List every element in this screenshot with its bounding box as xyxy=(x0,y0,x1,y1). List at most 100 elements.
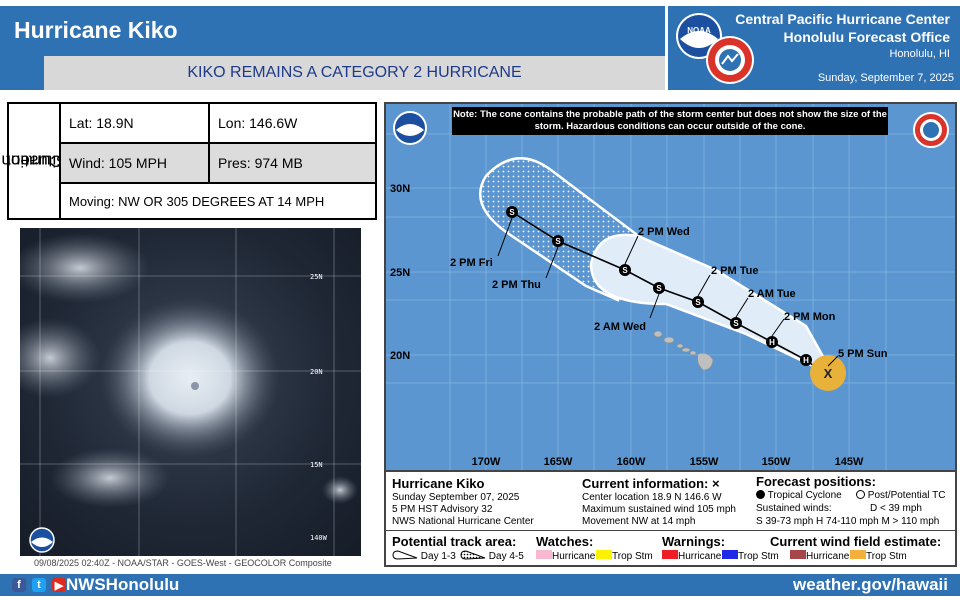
wind-hurricane-swatch xyxy=(790,550,806,559)
lon-label: 155W xyxy=(690,456,719,468)
lat-cell: Lat: 18.9N xyxy=(61,104,210,144)
warning-trop-stm-label: Trop Stm xyxy=(738,551,779,562)
forecast-point xyxy=(506,206,518,218)
lon-cell: Lon: 146.6W xyxy=(210,104,375,144)
forecast-point xyxy=(552,235,564,247)
header-accent xyxy=(0,56,44,90)
day13-cone-icon xyxy=(392,550,418,560)
cloud-band xyxy=(20,318,100,398)
forecast-point-symbol: S xyxy=(622,266,628,275)
headline-text: KIKO REMAINS A CATEGORY 2 HURRICANE xyxy=(187,64,522,81)
twitter-icon[interactable]: t xyxy=(32,578,46,592)
header-band xyxy=(0,6,665,56)
situation-label-line2: Situation xyxy=(0,151,68,171)
forecast-point xyxy=(619,264,631,276)
lon-label: 165W xyxy=(544,456,573,468)
sat-grid-label: 25N xyxy=(310,273,323,281)
watch-trop-stm-label: Trop Stm xyxy=(612,551,653,562)
lat-label: 30N xyxy=(390,183,410,195)
legend-max-wind: Maximum sustained wind 105 mph xyxy=(582,504,736,515)
noaa-logo-text: NOAA xyxy=(687,26,711,35)
current-position-marker: X xyxy=(824,366,833,381)
post-tc-ring-icon xyxy=(856,490,865,499)
office-name: Central Pacific Hurricane Center xyxy=(735,11,950,27)
point-label: 2 AM Wed xyxy=(594,321,646,333)
hawaiian-islands xyxy=(653,330,714,371)
legend-day45: Day 4-5 xyxy=(460,550,524,562)
lon-label: 145W xyxy=(835,456,864,468)
satellite-image: 25N 20N 15N 140W xyxy=(20,228,361,556)
lat-label: 25N xyxy=(390,267,410,279)
office-subname: Honolulu Forecast Office xyxy=(783,29,950,45)
cone-note-box xyxy=(452,107,888,135)
noaa-map-logo-icon xyxy=(393,111,427,145)
wind-cell: Wind: 105 MPH xyxy=(61,144,210,184)
issue-date: Sunday, September 7, 2025 xyxy=(817,72,954,84)
sat-grid-label: 15N xyxy=(310,461,323,469)
nws-map-logo-icon xyxy=(913,112,949,148)
point-label: 2 PM Wed xyxy=(638,226,690,238)
point-label: 2 PM Fri xyxy=(450,257,493,269)
sat-grid-label: 140W xyxy=(310,534,328,542)
legend-divider xyxy=(386,530,955,531)
cloud-band xyxy=(322,476,358,504)
cloud-band xyxy=(50,448,170,508)
wind-trop-stm-label: Trop Stm xyxy=(866,551,907,562)
point-label: 2 PM Tue xyxy=(711,265,758,277)
forecast-point xyxy=(800,354,812,366)
map-legend: Hurricane Kiko Sunday September 07, 2025… xyxy=(386,472,955,565)
legend-storm-name: Hurricane Kiko xyxy=(392,476,485,491)
social-handle[interactable]: NWSHonolulu xyxy=(66,575,180,594)
legend-day13: Day 1-3 xyxy=(392,550,456,562)
current-situation-table: Current Situation Lat: 18.9N Lon: 146.6W … xyxy=(1,102,377,220)
forecast-point xyxy=(692,296,704,308)
legend-sustained: Sustained winds: xyxy=(756,503,832,514)
movement-cell: Moving: NW OR 305 DEGREES AT 14 MPH xyxy=(69,193,325,209)
legend-warning-hurricane: Hurricane xyxy=(662,550,721,562)
lon-label: 170W xyxy=(472,456,501,468)
point-label-current: 5 PM Sun xyxy=(838,348,888,360)
legend-post-tc: Post/Potential TC xyxy=(856,490,945,501)
office-city: Honolulu, HI xyxy=(889,48,950,60)
legend-day45-label: Day 4-5 xyxy=(488,551,524,562)
legend-warning-trop-stm: Trop Stm xyxy=(722,550,779,562)
noaa-watermark-icon xyxy=(29,527,55,553)
legend-day13-label: Day 1-3 xyxy=(420,551,456,562)
point-label: 2 PM Mon xyxy=(784,311,836,323)
legend-d-range: D < 39 mph xyxy=(870,503,922,514)
day45-cone-icon xyxy=(460,550,486,560)
forecast-point xyxy=(766,336,778,348)
forecast-point-symbol: S xyxy=(656,284,662,293)
legend-ranges: S 39-73 mph H 74-110 mph M > 110 mph xyxy=(756,516,940,527)
forecast-point-symbol: S xyxy=(509,208,515,217)
wind-trop-stm-swatch xyxy=(850,550,866,559)
watch-hurricane-label: Hurricane xyxy=(552,551,596,562)
facebook-icon[interactable]: f xyxy=(12,578,26,592)
legend-advisory: 5 PM HST Advisory 32 xyxy=(392,504,493,515)
forecast-point-symbol: H xyxy=(803,356,809,365)
warning-trop-stm-swatch xyxy=(722,550,738,559)
forecast-cone-map: X H H S S S S S S 5 PM Sun 2 PM Mon 2 AM xyxy=(384,102,957,567)
youtube-icon[interactable]: ▶ xyxy=(52,578,66,592)
legend-watch-hurricane: Hurricane xyxy=(536,550,595,562)
sat-grid xyxy=(20,228,361,556)
lon-label: 160W xyxy=(617,456,646,468)
cone-note: Note: The cone contains the probable pat… xyxy=(453,109,887,132)
nws-logo-icon xyxy=(706,36,754,84)
lon-label: 150W xyxy=(762,456,791,468)
forecast-point-symbol: S xyxy=(555,237,561,246)
cloud-band xyxy=(20,233,150,303)
legend-watch-trop-stm: Trop Stm xyxy=(596,550,653,562)
website-link[interactable]: weather.gov/hawaii xyxy=(793,575,948,594)
legend-tc: Tropical Cyclone xyxy=(756,490,842,501)
legend-movement: Movement NW at 14 mph xyxy=(582,516,696,527)
legend-center: Center location 18.9 N 146.6 W xyxy=(582,492,722,503)
watch-trop-stm-swatch xyxy=(596,550,612,559)
legend-wind-trop-stm: Trop Stm xyxy=(850,550,907,562)
point-label: 2 PM Thu xyxy=(492,279,541,291)
sat-grid-label: 20N xyxy=(310,368,323,376)
legend-track-area: Potential track area: xyxy=(392,534,517,549)
legend-forecast-title: Forecast positions: xyxy=(756,474,876,489)
legend-source: NWS National Hurricane Center xyxy=(392,516,534,527)
legend-date: Sunday September 07, 2025 xyxy=(392,492,520,503)
